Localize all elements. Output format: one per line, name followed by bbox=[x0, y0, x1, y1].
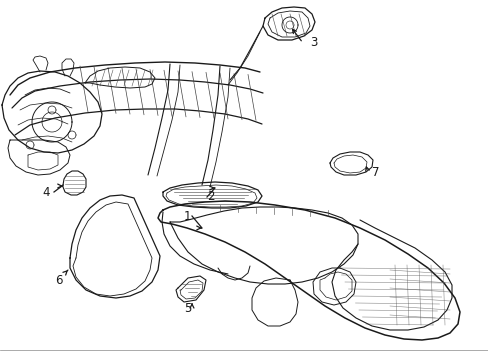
Text: 5: 5 bbox=[184, 302, 191, 315]
Text: 6: 6 bbox=[55, 274, 62, 287]
Text: 7: 7 bbox=[371, 166, 379, 179]
Text: 2: 2 bbox=[206, 190, 214, 203]
Text: 3: 3 bbox=[309, 36, 317, 49]
Text: 1: 1 bbox=[183, 210, 191, 222]
Text: 4: 4 bbox=[42, 185, 49, 198]
